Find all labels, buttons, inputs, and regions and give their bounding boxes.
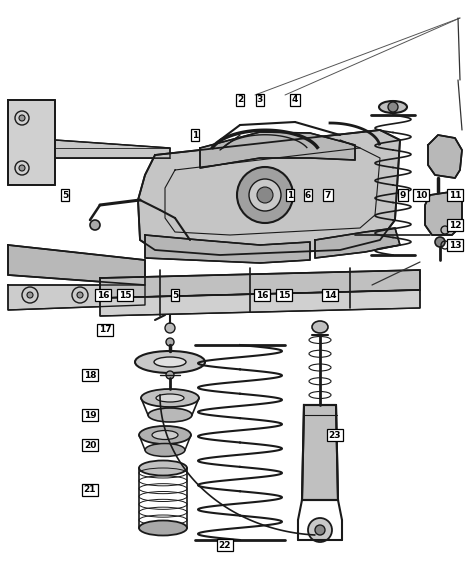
Text: 1: 1 [287, 190, 293, 200]
Circle shape [249, 179, 281, 211]
Polygon shape [8, 245, 145, 285]
Text: 19: 19 [84, 411, 96, 420]
Text: 9: 9 [400, 190, 406, 200]
Polygon shape [425, 192, 462, 235]
Text: 1: 1 [192, 131, 198, 140]
Circle shape [90, 220, 100, 230]
Polygon shape [315, 228, 400, 258]
Text: 22: 22 [219, 540, 231, 550]
Circle shape [315, 525, 325, 535]
Ellipse shape [141, 389, 199, 407]
Circle shape [19, 115, 25, 121]
Circle shape [27, 292, 33, 298]
Polygon shape [428, 135, 462, 178]
Ellipse shape [312, 321, 328, 333]
Circle shape [19, 165, 25, 171]
Ellipse shape [156, 394, 184, 402]
Text: 17: 17 [99, 325, 111, 335]
Ellipse shape [154, 357, 186, 367]
Text: 5: 5 [62, 190, 68, 200]
Text: 11: 11 [449, 190, 461, 200]
Circle shape [435, 237, 445, 247]
Ellipse shape [139, 426, 191, 444]
Ellipse shape [145, 443, 185, 457]
Text: 15: 15 [278, 290, 290, 300]
Ellipse shape [148, 408, 192, 422]
Text: 21: 21 [84, 485, 96, 494]
Text: 14: 14 [324, 290, 337, 300]
Text: 16: 16 [97, 290, 109, 300]
Text: 4: 4 [292, 95, 298, 105]
Circle shape [388, 102, 398, 112]
Polygon shape [100, 290, 420, 316]
Text: 12: 12 [449, 220, 461, 229]
Text: 2: 2 [237, 95, 243, 105]
Polygon shape [138, 130, 400, 255]
Polygon shape [200, 132, 355, 168]
Text: 16: 16 [256, 290, 268, 300]
Text: 23: 23 [329, 431, 341, 439]
Polygon shape [8, 100, 55, 185]
Ellipse shape [152, 431, 178, 439]
Text: 3: 3 [257, 95, 263, 105]
Circle shape [237, 167, 293, 223]
Text: 10: 10 [415, 190, 427, 200]
Ellipse shape [379, 101, 407, 113]
Text: 15: 15 [119, 290, 131, 300]
Text: 7: 7 [325, 190, 331, 200]
Circle shape [166, 371, 174, 379]
Polygon shape [100, 270, 420, 298]
Ellipse shape [139, 520, 187, 535]
Polygon shape [302, 405, 338, 500]
Text: 5: 5 [172, 290, 178, 300]
Text: 20: 20 [84, 440, 96, 450]
Text: 6: 6 [305, 190, 311, 200]
Ellipse shape [135, 351, 205, 373]
Circle shape [166, 338, 174, 346]
Ellipse shape [139, 461, 187, 476]
Text: 13: 13 [449, 240, 461, 250]
Circle shape [308, 518, 332, 542]
Text: 18: 18 [84, 370, 96, 380]
Polygon shape [55, 140, 170, 158]
Polygon shape [145, 235, 310, 263]
Circle shape [165, 323, 175, 333]
Polygon shape [8, 285, 145, 310]
Circle shape [77, 292, 83, 298]
Circle shape [257, 187, 273, 203]
